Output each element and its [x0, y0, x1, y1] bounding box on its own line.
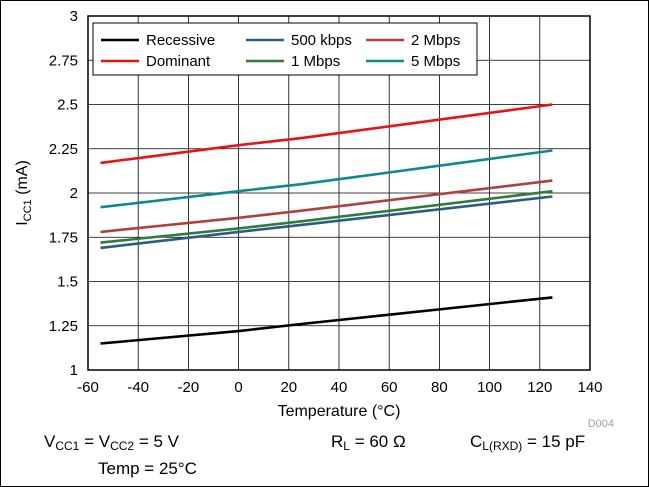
- grid-lines: [88, 16, 590, 370]
- y-tick-label: 2.25: [49, 141, 78, 158]
- legend-label: Recessive: [146, 32, 215, 49]
- series-layer: [100, 103, 553, 345]
- y-tick-label: 2.5: [57, 97, 78, 114]
- x-tick-labels: -60 -40 -20 0 20 40 60 80 100 120 140: [77, 379, 602, 396]
- x-tick-label: 20: [280, 379, 297, 396]
- chart-svg: -60 -40 -20 0 20 40 60 80 100 120 140 1 1.25 1.5 1.75…: [14, 8, 614, 430]
- y-tick-label: 2.75: [49, 52, 78, 69]
- legend-label: 2 Mbps: [411, 32, 460, 49]
- y-tick-label: 1.25: [49, 318, 78, 335]
- condition-cl: CL(RXD) = 15 pF: [470, 432, 586, 453]
- y-tick-label: 3: [70, 8, 78, 25]
- legend-label: 5 Mbps: [411, 53, 460, 70]
- y-tick-label: 1: [70, 362, 78, 379]
- series-line: [100, 149, 553, 209]
- x-tick-label: -20: [178, 379, 200, 396]
- x-tick-label: 60: [381, 379, 398, 396]
- x-tick-label: 140: [577, 379, 602, 396]
- watermark-label: D004: [588, 418, 614, 430]
- y-tick-label: 1.5: [57, 274, 78, 291]
- y-tick-label: 2: [70, 185, 78, 202]
- x-tick-label: -40: [127, 379, 149, 396]
- condition-vcc: VCC1 = VCC2 = 5 V: [44, 432, 179, 453]
- x-tick-label: 40: [331, 379, 348, 396]
- x-tick-label: -60: [77, 379, 99, 396]
- legend: Recessive 500 kbps 2 Mbps Dominant 1 Mbps 5 M…: [92, 22, 478, 76]
- series-line: [100, 195, 553, 250]
- y-tick-label: 1.75: [49, 229, 78, 246]
- legend-label: Dominant: [146, 53, 211, 70]
- legend-box: [92, 22, 478, 76]
- series-line: [100, 189, 553, 244]
- condition-rl: RL = 60 Ω: [331, 432, 406, 453]
- x-tick-label: 80: [431, 379, 448, 396]
- series-line: [100, 179, 553, 234]
- y-tick-labels: 1 1.25 1.5 1.75 2 2.25 2.5 2.75 3: [49, 8, 78, 379]
- x-axis-label: Temperature (°C): [278, 403, 401, 420]
- series-line: [100, 296, 553, 345]
- series-line: [100, 103, 553, 165]
- y-axis-label: ICC1 (mA): [14, 160, 34, 226]
- legend-items: Recessive 500 kbps 2 Mbps Dominant 1 Mbps 5 M…: [101, 32, 460, 70]
- legend-label: 500 kbps: [291, 32, 352, 49]
- condition-temp: Temp = 25°C: [98, 459, 197, 478]
- legend-label: 1 Mbps: [291, 53, 340, 70]
- x-tick-label: 120: [527, 379, 552, 396]
- x-tick-label: 0: [234, 379, 242, 396]
- x-tick-label: 100: [477, 379, 502, 396]
